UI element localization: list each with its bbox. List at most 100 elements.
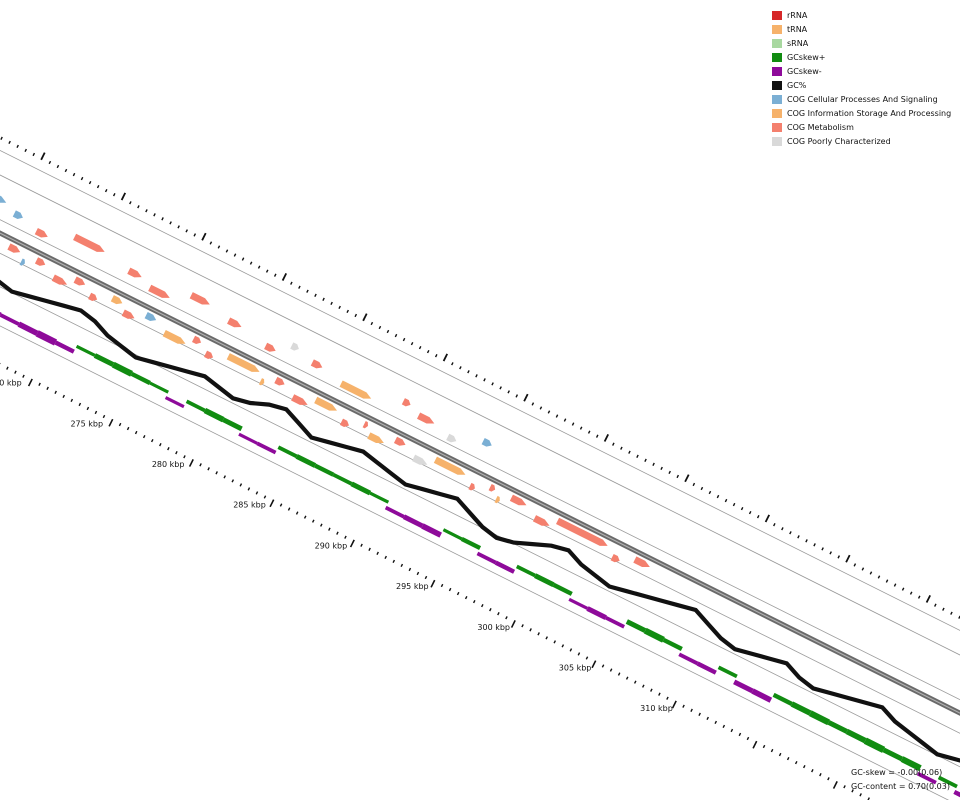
- outer-tick: [185, 229, 189, 233]
- outer-tick: [104, 188, 108, 193]
- gene-arrow: [34, 228, 48, 238]
- outer-tick: [603, 433, 609, 442]
- inner-tick: [778, 752, 782, 757]
- outer-tick: [515, 394, 519, 398]
- kbp-label: 285 kbp: [233, 501, 266, 510]
- inner-tick: [344, 535, 347, 539]
- inner-tick: [633, 680, 637, 684]
- inner-tick: [287, 507, 291, 511]
- inner-tick: [440, 583, 444, 588]
- inner-tick: [625, 676, 629, 680]
- inner-tick: [698, 712, 701, 716]
- legend-label: GC%: [787, 80, 807, 90]
- gene-arrow: [258, 378, 265, 386]
- outer-tick: [917, 595, 921, 599]
- gc-skew-segment: [17, 321, 39, 336]
- gc-skew-segment: [111, 361, 133, 377]
- outer-tick: [813, 543, 816, 547]
- outer-tick: [386, 329, 390, 334]
- outer-tick: [298, 285, 301, 289]
- outer-tick: [177, 225, 180, 229]
- inner-tick: [295, 511, 299, 515]
- outer-tick: [612, 442, 615, 446]
- inner-tick: [150, 438, 154, 443]
- inner-tick: [46, 386, 49, 390]
- gc-statistics: GC-skew = -0.00(0.06) GC-content = 0.70(…: [851, 766, 950, 794]
- inner-tick: [658, 692, 661, 696]
- inner-tick: [666, 696, 669, 700]
- gc-skew-segment: [678, 652, 699, 666]
- inner-tick: [545, 636, 548, 640]
- inner-tick: [786, 756, 790, 761]
- gc-skew-segment: [350, 481, 372, 496]
- gene-arrow: [488, 484, 496, 492]
- outer-tick: [40, 152, 46, 161]
- inner-tick: [167, 447, 170, 451]
- gc-skew-segment: [937, 775, 958, 789]
- inner-tick: [215, 471, 218, 475]
- inner-tick: [269, 499, 275, 508]
- outer-tick: [32, 152, 36, 157]
- gc-skew-segment: [494, 560, 516, 574]
- inner-tick: [430, 579, 436, 588]
- gc-skew-segment: [295, 454, 317, 468]
- gc-skew-segment: [916, 771, 937, 785]
- outer-tick: [676, 474, 680, 479]
- legend-label: COG Cellular Processes And Signaling: [787, 94, 938, 104]
- gc-skew-segment: [149, 381, 169, 394]
- gene-arrow: [290, 342, 299, 351]
- inner-tick: [118, 422, 122, 427]
- outer-tick: [402, 337, 406, 342]
- kbp-label: 305 kbp: [559, 663, 592, 672]
- inner-tick: [464, 595, 468, 600]
- outer-tick: [764, 514, 770, 523]
- gc-skew-segment: [369, 491, 390, 504]
- kbp-label: 300 kbp: [477, 623, 510, 632]
- outer-tick: [909, 591, 913, 595]
- inner-tick: [794, 760, 798, 765]
- outer-tick: [499, 386, 502, 390]
- inner-tick: [851, 789, 854, 793]
- outer-tick: [8, 140, 11, 145]
- gc-skew-track: [0, 311, 960, 798]
- legend-item: rRNA: [772, 8, 951, 22]
- gc-skew-segment: [900, 756, 922, 771]
- gene-arrow: [339, 380, 372, 399]
- legend-swatch: [772, 52, 782, 62]
- inner-tick: [521, 624, 524, 628]
- legend-label: COG Metabolism: [787, 122, 854, 132]
- gc-skew-segment: [384, 505, 405, 519]
- gc-skew-segment: [772, 692, 793, 706]
- outer-tick: [797, 535, 800, 539]
- outer-tick: [120, 192, 127, 201]
- gene-arrow: [162, 329, 186, 344]
- outer-tick: [853, 563, 857, 567]
- track-ring: [0, 219, 960, 701]
- gene-arrow: [610, 553, 620, 563]
- inner-tick: [671, 700, 677, 709]
- outer-tick: [885, 579, 889, 583]
- outer-tick: [410, 341, 414, 346]
- gene-arrow: [291, 394, 308, 405]
- outer-tick: [644, 458, 647, 462]
- outer-tick: [193, 233, 197, 237]
- outer-tick: [571, 422, 575, 426]
- inner-tick: [752, 740, 758, 749]
- gc-skew-segment: [476, 551, 497, 565]
- legend-label: GCskew-: [787, 66, 822, 76]
- inner-tick: [617, 672, 621, 676]
- inner-tick: [746, 736, 750, 741]
- legend-swatch: [772, 136, 782, 146]
- gc-skew-segment: [164, 396, 185, 409]
- gene-arrow: [144, 312, 157, 322]
- outer-tick: [346, 309, 349, 314]
- inner-tick: [505, 616, 508, 620]
- outer-tick: [129, 201, 132, 205]
- inner-tick: [843, 785, 846, 789]
- gene-arrow: [494, 495, 500, 504]
- kbp-label: 280 kbp: [152, 460, 185, 469]
- outer-tick: [72, 172, 76, 177]
- gc-content-stat: GC-content = 0.70(0.03): [851, 782, 950, 791]
- gene-arrow: [417, 412, 435, 424]
- outer-tick: [539, 406, 543, 410]
